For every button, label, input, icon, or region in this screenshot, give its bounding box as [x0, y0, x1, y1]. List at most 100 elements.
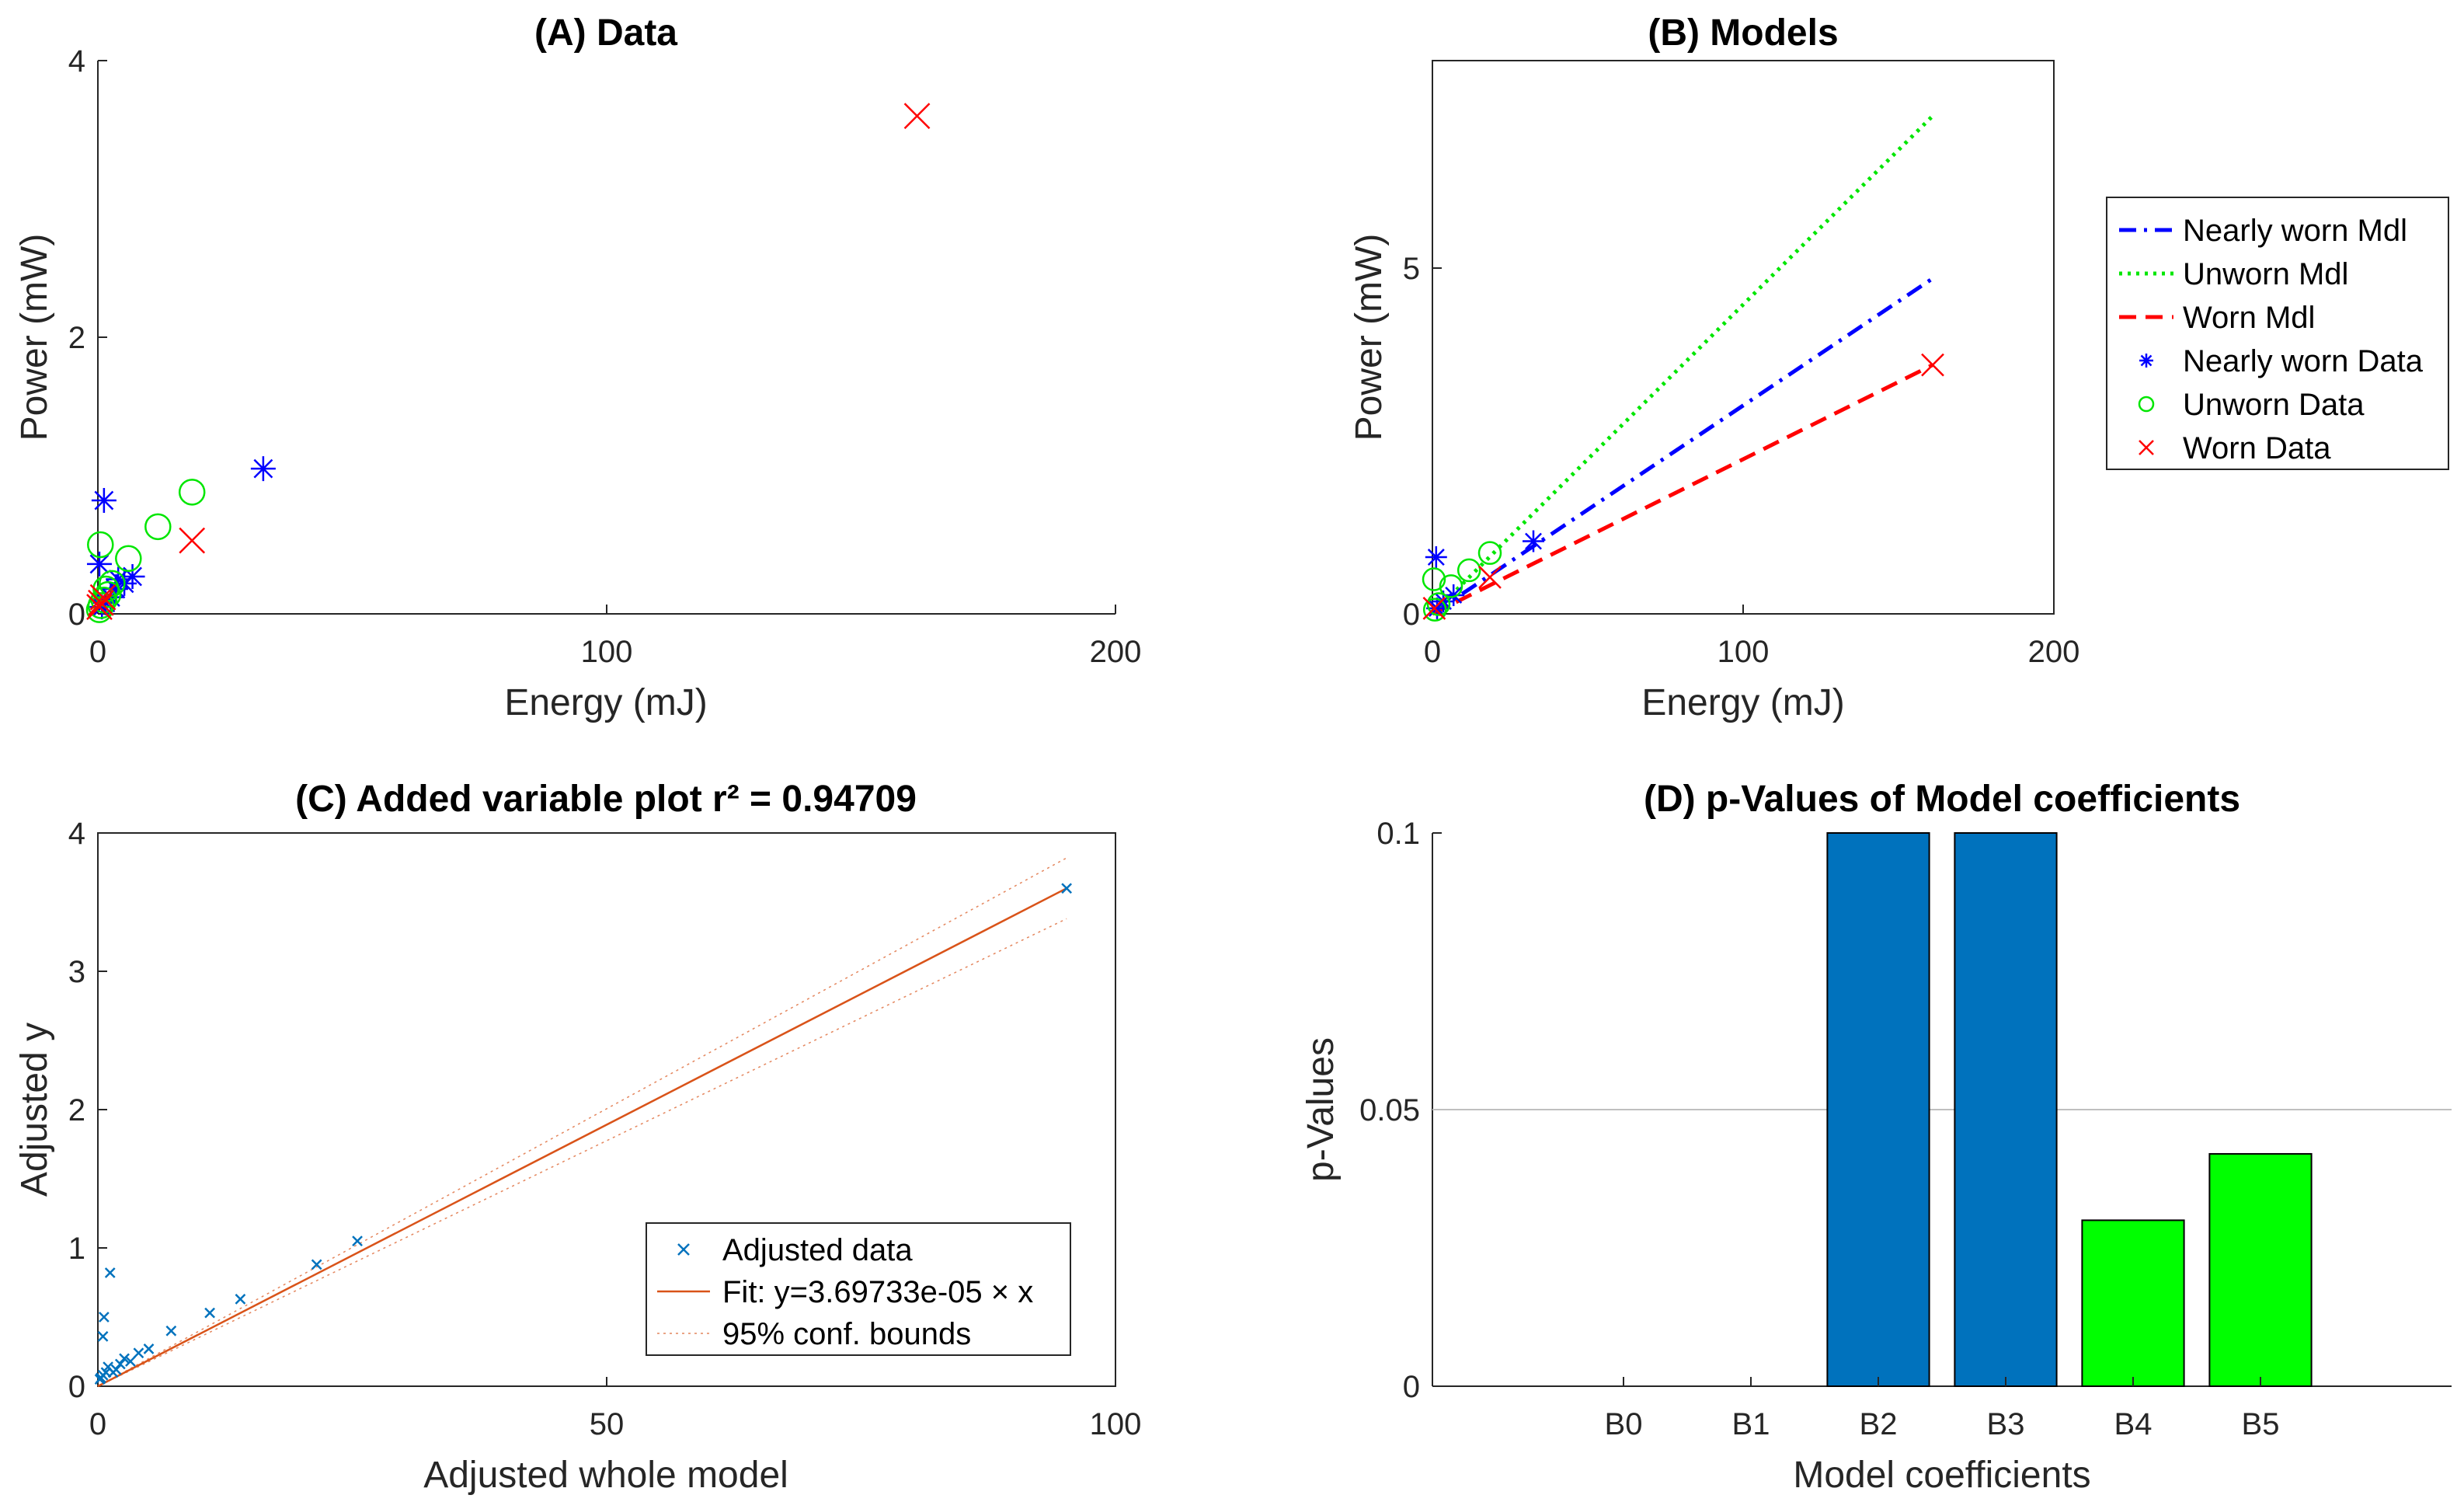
panel-d-marks: B0 B1 B2 B3 B4 B5	[1432, 832, 2452, 1441]
panel-b-model-line	[1431, 277, 1934, 616]
panel-c-legend-swatches	[657, 1243, 710, 1334]
panel-a-point	[103, 576, 128, 601]
panel-c-ytick-label: 3	[68, 955, 85, 989]
panel-b-legend-swatches	[2119, 228, 2173, 455]
panel-a-ytick-label: 2	[68, 321, 85, 355]
panel-c-xtick-label: 50	[590, 1407, 625, 1441]
panel-a-xtick-label: 200	[1090, 635, 1142, 669]
panel-a-point	[86, 551, 112, 577]
panel-b-ytick-label: 5	[1403, 252, 1420, 286]
legend-label-nearly-worn-data: Nearly worn Data	[2183, 344, 2424, 378]
panel-b-legend-box	[2106, 197, 2449, 470]
panel-c-ytick-label: 0	[68, 1370, 85, 1404]
panel-c-axes	[97, 832, 1116, 1387]
panel-b-point	[1921, 353, 1944, 377]
panel-c-conf-bound	[97, 918, 1067, 1387]
legend-marker-swatch	[2139, 440, 2154, 455]
panel-b-model-line	[1431, 363, 1934, 616]
panel-a-title: (A) Data	[534, 12, 677, 54]
panel-d-xtick-label: B3	[1987, 1407, 2025, 1441]
panel-c-point	[97, 1331, 109, 1342]
panel-d-bar	[2208, 1152, 2313, 1387]
panel-c-point	[235, 1293, 246, 1305]
panel-b-point	[1478, 565, 1502, 589]
panel-c-point	[125, 1356, 136, 1367]
panel-a-ytick-label: 0	[68, 598, 85, 632]
panel-a-point	[91, 488, 117, 514]
panel-c-ytick-label: 1	[68, 1232, 85, 1266]
panel-a-point	[99, 570, 126, 598]
panel-b-axes	[1432, 60, 2055, 615]
panel-c-point	[107, 1367, 119, 1378]
panel-b: (B) Models 0 100 200 0 5 Energy (mJ) Pow…	[1349, 12, 2449, 723]
panel-b-point	[1426, 592, 1451, 616]
panel-d-x-label: Model coefficients	[1793, 1455, 2090, 1496]
legend-label-unworn-mdl: Unworn Mdl	[2183, 257, 2348, 291]
panel-a-xtick-label: 100	[581, 635, 633, 669]
panel-b-point	[1422, 567, 1446, 591]
panel-c-y-label: Adjusted y	[14, 1023, 55, 1197]
panel-d: (D) p-Values of Model coefficients 0 0.0…	[1300, 779, 2452, 1496]
panel-c-point	[165, 1325, 177, 1336]
legend-label-fit: Fit: y=3.69733e-05 × x	[722, 1275, 1033, 1309]
panel-b-y-label: Power (mW)	[1349, 234, 1390, 441]
panel-b-point	[1422, 598, 1447, 622]
panel-b-xtick-label: 0	[1424, 635, 1441, 669]
panel-c-ytick-label: 2	[68, 1093, 85, 1127]
panel-a-point	[115, 545, 142, 573]
panel-c-xtick-label: 0	[89, 1407, 106, 1441]
panel-d-xtick-label: B0	[1605, 1407, 1643, 1441]
panel-a-xtick-label: 0	[89, 635, 106, 669]
panel-b-point	[1443, 584, 1465, 606]
panel-a-point	[144, 513, 172, 541]
panel-c-point	[1061, 883, 1073, 894]
legend-label-adjusted-data: Adjusted data	[722, 1233, 913, 1267]
panel-a-x-label: Energy (mJ)	[504, 682, 707, 723]
panel-a-point	[88, 589, 114, 616]
panel-b-xtick-label: 200	[2028, 635, 2080, 669]
panel-a-point	[89, 594, 115, 620]
panel-b-point	[1477, 541, 1502, 565]
panel-c-legend-box	[646, 1222, 1071, 1356]
panel-b-point	[1456, 558, 1481, 583]
panel-c-xtick-label: 100	[1090, 1407, 1142, 1441]
panel-b-point	[1426, 597, 1448, 619]
panel-c-point	[352, 1235, 363, 1246]
panel-d-bar	[2081, 1219, 2185, 1388]
panel-c-point	[94, 1374, 106, 1385]
legend-marker-swatch	[677, 1243, 690, 1256]
panel-c-ytick-label: 4	[68, 817, 85, 851]
panel-c-marks	[94, 857, 1073, 1388]
legend-label-worn-mdl: Worn Mdl	[2183, 301, 2315, 335]
panel-d-bar	[1954, 832, 2058, 1387]
panel-a-point	[89, 584, 117, 611]
panel-d-ytick-label: 0.05	[1359, 1093, 1420, 1127]
legend-label-conf-bounds: 95% conf. bounds	[722, 1317, 971, 1351]
panel-d-y-label: p-Values	[1300, 1037, 1342, 1182]
panel-a-point	[250, 456, 276, 482]
panel-d-xtick-label: B4	[2114, 1407, 2153, 1441]
panel-b-marks	[1422, 114, 1944, 622]
panel-d-ytick-label: 0.1	[1376, 817, 1420, 851]
panel-b-title: (B) Models	[1648, 12, 1838, 54]
panel-a-ytick-label: 4	[68, 44, 85, 78]
panel-a-point	[178, 479, 206, 506]
panel-a-point	[106, 566, 131, 592]
panel-a-point	[86, 594, 113, 620]
panel-a-point	[179, 527, 206, 554]
legend-label-unworn-data: Unworn Data	[2183, 388, 2365, 422]
panel-c-point	[311, 1259, 322, 1270]
panel-d-xtick-label: B5	[2242, 1407, 2280, 1441]
panel-b-model-line	[1431, 114, 1934, 615]
panel-a-point	[87, 531, 114, 559]
panel-a-axes	[97, 60, 1116, 615]
panel-b-point	[1439, 574, 1463, 598]
panel-c-title: (C) Added variable plot r² = 0.94709	[295, 779, 917, 820]
panel-c-legend: Adjusted data Fit: y=3.69733e-05 × x 95%…	[646, 1222, 1071, 1356]
panel-b-point	[1523, 530, 1544, 552]
legend-marker-swatch	[2138, 396, 2155, 413]
panel-c-fit-line	[97, 887, 1067, 1388]
panel-d-title: (D) p-Values of Model coefficients	[1644, 779, 2240, 820]
legend-label-nearly-worn-mdl: Nearly worn Mdl	[2183, 214, 2407, 248]
